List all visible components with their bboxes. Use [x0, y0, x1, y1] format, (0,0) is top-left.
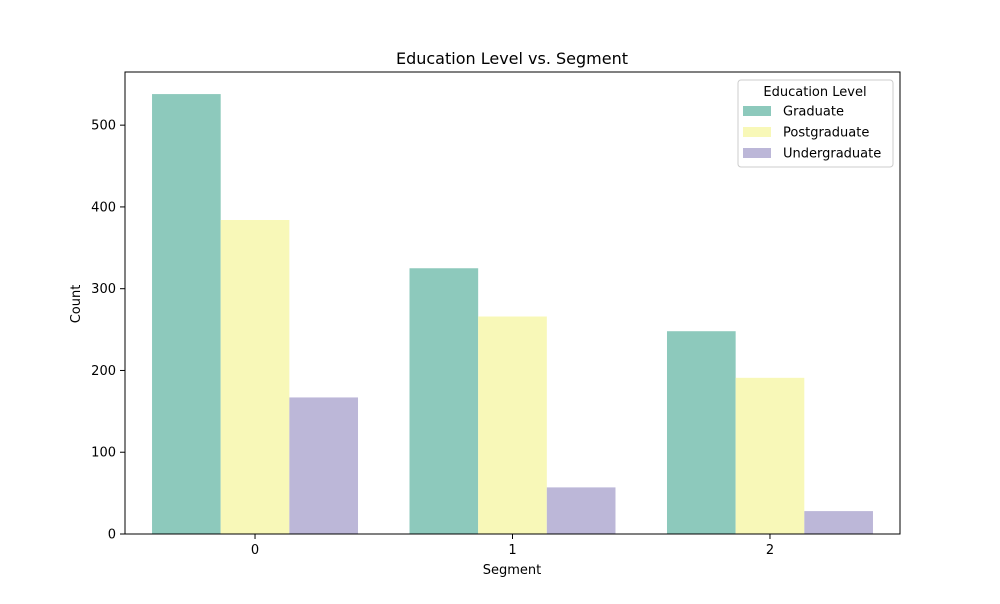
y-tick-label: 0	[108, 528, 116, 543]
bar-graduate-segment-2	[666, 331, 736, 534]
bar-postgraduate-segment-2	[735, 377, 805, 534]
legend-swatch-undergraduate	[743, 148, 771, 158]
legend-swatch-graduate	[743, 106, 771, 116]
x-axis-label: Segment	[483, 563, 542, 578]
y-axis-label: Count	[69, 285, 84, 324]
bars-layer	[152, 94, 873, 534]
bar-graduate-segment-1	[409, 268, 479, 534]
y-tick-label: 500	[91, 119, 116, 134]
legend: Education Level Graduate Postgraduate Unde…	[737, 79, 894, 168]
bar-undergraduate-segment-1	[546, 487, 616, 534]
bar-postgraduate-segment-1	[478, 316, 547, 534]
x-tick-label: 0	[251, 543, 259, 558]
x-tick-label: 2	[766, 543, 774, 558]
legend-title: Education Level	[763, 85, 866, 100]
y-tick-label: 400	[91, 200, 116, 215]
legend-label-graduate: Graduate	[783, 105, 844, 120]
axes-layer: 0 1 2 0 100 200 300 400 500	[91, 71, 901, 558]
y-tick-label: 300	[91, 282, 116, 297]
y-tick-label: 200	[91, 364, 116, 379]
y-tick-label: 100	[91, 446, 116, 461]
x-tick-label: 1	[508, 543, 516, 558]
legend-label-undergraduate: Undergraduate	[783, 147, 881, 162]
bar-undergraduate-segment-0	[289, 397, 359, 534]
bar-postgraduate-segment-0	[220, 220, 290, 534]
bar-undergraduate-segment-2	[804, 511, 873, 534]
legend-label-postgraduate: Postgraduate	[783, 126, 869, 141]
legend-frame	[737, 79, 894, 168]
legend-swatch-postgraduate	[743, 127, 771, 137]
bar-graduate-segment-0	[152, 94, 221, 534]
chart-title: Education Level vs. Segment	[396, 49, 628, 68]
